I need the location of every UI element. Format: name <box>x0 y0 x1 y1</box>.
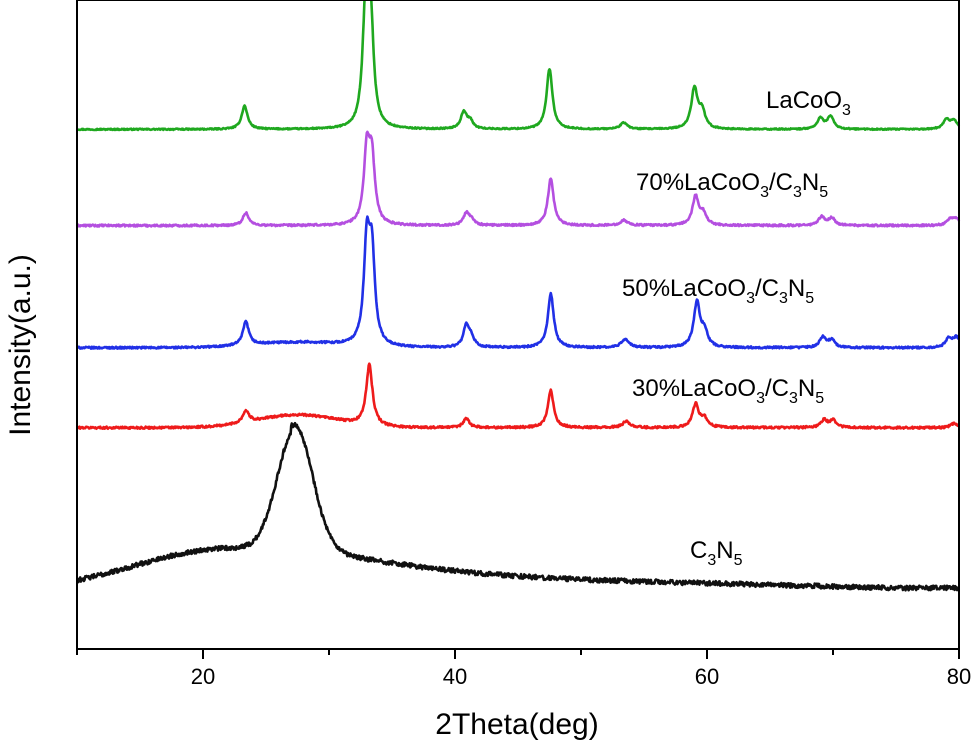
x-tick-label-40: 40 <box>443 664 467 689</box>
series-label-lacoo3-50: 50%LaCoO3/C3N5 <box>622 275 814 307</box>
series-label-lacoo3: LaCoO3 <box>766 87 851 119</box>
y-axis-title: Intensity(a.u.) <box>4 254 37 436</box>
x-tick-label-20: 20 <box>191 664 215 689</box>
series-line-c3n5 <box>76 421 960 592</box>
plot-frame <box>76 0 960 650</box>
x-axis-ticks: 20 40 60 80 <box>76 649 971 689</box>
x-axis-title: 2Theta(deg) <box>435 708 598 741</box>
series-line-lacoo3-30 <box>76 362 960 430</box>
series-label-c3n5: C3N5 <box>690 537 743 569</box>
x-tick-label-60: 60 <box>695 664 719 689</box>
series-line-lacoo3 <box>76 0 961 132</box>
series-label-lacoo3-70: 70%LaCoO3/C3N5 <box>636 169 828 201</box>
series-curves <box>75 0 961 592</box>
series-line-lacoo3-50 <box>75 215 960 350</box>
x-tick-label-80: 80 <box>947 664 971 689</box>
series-label-lacoo3-30: 30%LaCoO3/C3N5 <box>632 375 824 407</box>
series-labels: LaCoO3 70%LaCoO3/C3N5 50%LaCoO3/C3N5 30%LaC… <box>622 87 851 569</box>
series-line-lacoo3-70 <box>75 130 961 228</box>
